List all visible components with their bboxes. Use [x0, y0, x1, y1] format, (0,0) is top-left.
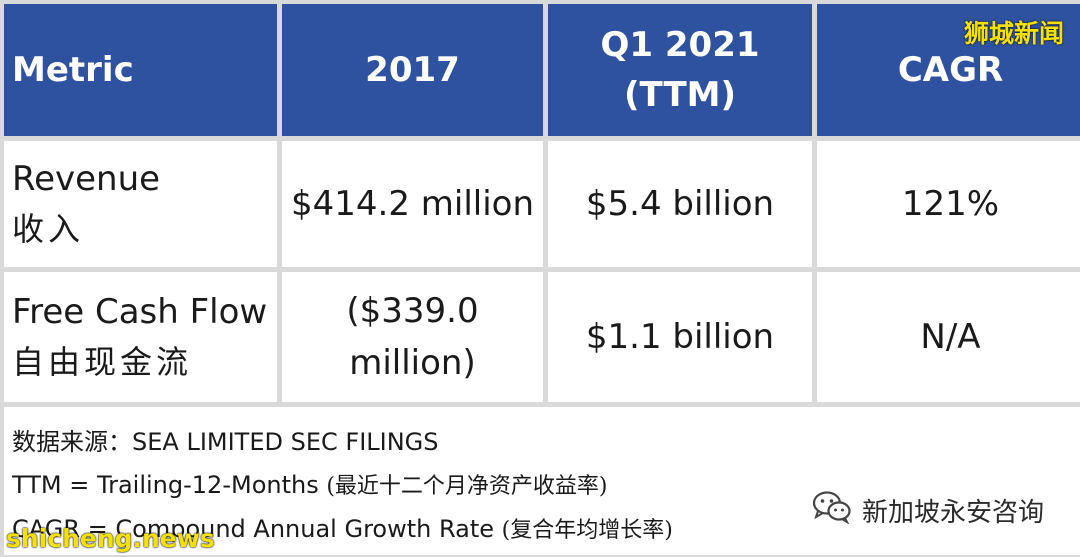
header-q1-2021-line2: (TTM)	[623, 75, 737, 115]
notes-panel: 数据来源：SEA LIMITED SEC FILINGS TTM = Trail…	[4, 407, 1080, 555]
header-cagr: CAGR	[817, 4, 1080, 136]
row-fcf-label: Free Cash Flow 自由现金流	[4, 272, 277, 402]
fcf-label-cn: 自由现金流	[12, 343, 193, 381]
note-cagr: CAGR = Compound Annual Growth Rate (复合年均…	[12, 508, 1080, 552]
wechat-watermark: 新加坡永安咨询	[812, 490, 1044, 531]
watermark-bottom-left: shicheng.news	[6, 524, 215, 553]
revenue-2017: $414.2 million	[282, 141, 543, 267]
revenue-cagr: 121%	[817, 141, 1080, 267]
note-source: 数据来源：SEA LIMITED SEC FILINGS	[12, 428, 439, 456]
header-metric: Metric	[4, 4, 277, 136]
header-q1-2021-line1: Q1 2021	[600, 25, 760, 65]
note-cagr-en: CAGR = Compound Annual Growth Rate	[12, 515, 502, 543]
note-ttm: TTM = Trailing-12-Months (最近十二个月净资产收益率)	[12, 464, 1080, 508]
fcf-label-en: Free Cash Flow	[12, 292, 268, 332]
revenue-label-cn: 收入	[12, 210, 85, 248]
header-2017: 2017	[282, 4, 543, 136]
note-ttm-cn: (最近十二个月净资产收益率)	[326, 474, 608, 499]
wechat-icon	[812, 490, 852, 531]
watermark-top-right: 狮城新闻	[963, 19, 1064, 48]
revenue-label-en: Revenue	[12, 159, 161, 199]
header-q1-2021: Q1 2021 (TTM)	[548, 4, 812, 136]
fcf-cagr: N/A	[817, 272, 1080, 402]
fcf-2017: ($339.0 million)	[282, 272, 543, 402]
row-revenue-label: Revenue 收入	[4, 141, 277, 267]
fcf-2017-line1: ($339.0	[346, 291, 479, 331]
wechat-account-name: 新加坡永安咨询	[861, 498, 1044, 528]
fcf-2017-line2: million)	[349, 343, 476, 383]
revenue-q1-2021: $5.4 billion	[548, 141, 812, 267]
note-ttm-en: TTM = Trailing-12-Months	[12, 471, 327, 499]
note-cagr-cn: (复合年均增长率)	[501, 518, 673, 543]
fcf-q1-2021: $1.1 billion	[548, 272, 812, 402]
